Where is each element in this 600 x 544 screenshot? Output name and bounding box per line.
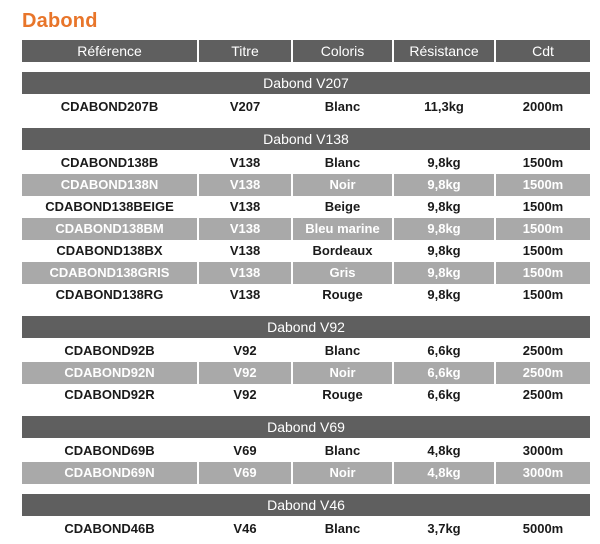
column-header-reference: Référence — [22, 40, 197, 62]
table-row: CDABOND69N V69 Noir 4,8kg 3000m — [22, 462, 590, 484]
cell-titre: V69 — [199, 440, 291, 462]
cell-reference: CDABOND138BEIGE — [22, 196, 197, 218]
group-header: Dabond V207 — [22, 72, 590, 94]
cell-resistance: 6,6kg — [394, 340, 494, 362]
table-row: CDABOND46B V46 Blanc 3,7kg 5000m — [22, 518, 590, 540]
table-row: CDABOND207B V207 Blanc 11,3kg 2000m — [22, 96, 590, 118]
cell-reference: CDABOND138BX — [22, 240, 197, 262]
cell-reference: CDABOND69B — [22, 440, 197, 462]
cell-coloris: Blanc — [293, 340, 392, 362]
column-header-coloris: Coloris — [293, 40, 392, 62]
cell-titre: V138 — [199, 262, 291, 284]
cell-reference: CDABOND207B — [22, 96, 197, 118]
cell-cdt: 2500m — [496, 362, 590, 384]
table-row: CDABOND138B V138 Blanc 9,8kg 1500m — [22, 152, 590, 174]
cell-resistance: 6,6kg — [394, 384, 494, 406]
cell-cdt: 1500m — [496, 240, 590, 262]
cell-cdt: 1500m — [496, 196, 590, 218]
cell-coloris: Bleu marine — [293, 218, 392, 240]
cell-titre: V138 — [199, 284, 291, 306]
table-row: CDABOND92B V92 Blanc 6,6kg 2500m — [22, 340, 590, 362]
column-header-cdt: Cdt — [496, 40, 590, 62]
cell-titre: V207 — [199, 96, 291, 118]
cell-coloris: Blanc — [293, 518, 392, 540]
cell-titre: V138 — [199, 152, 291, 174]
table-row: CDABOND69B V69 Blanc 4,8kg 3000m — [22, 440, 590, 462]
column-header-resistance: Résistance — [394, 40, 494, 62]
cell-cdt: 3000m — [496, 462, 590, 484]
cell-reference: CDABOND69N — [22, 462, 197, 484]
group-header: Dabond V138 — [22, 128, 590, 150]
cell-resistance: 9,8kg — [394, 152, 494, 174]
cell-coloris: Noir — [293, 462, 392, 484]
table-row: CDABOND92R V92 Rouge 6,6kg 2500m — [22, 384, 590, 406]
cell-cdt: 2500m — [496, 340, 590, 362]
cell-reference: CDABOND138N — [22, 174, 197, 196]
cell-resistance: 9,8kg — [394, 240, 494, 262]
cell-cdt: 1500m — [496, 152, 590, 174]
cell-reference: CDABOND46B — [22, 518, 197, 540]
cell-coloris: Noir — [293, 174, 392, 196]
cell-cdt: 2000m — [496, 96, 590, 118]
cell-titre: V92 — [199, 340, 291, 362]
cell-reference: CDABOND92R — [22, 384, 197, 406]
column-header-titre: Titre — [199, 40, 291, 62]
cell-cdt: 2500m — [496, 384, 590, 406]
cell-coloris: Bordeaux — [293, 240, 392, 262]
cell-resistance: 9,8kg — [394, 174, 494, 196]
page-title: Dabond — [22, 10, 98, 32]
cell-resistance: 4,8kg — [394, 462, 494, 484]
cell-reference: CDABOND138GRIS — [22, 262, 197, 284]
cell-cdt: 5000m — [496, 518, 590, 540]
cell-resistance: 9,8kg — [394, 196, 494, 218]
cell-titre: V92 — [199, 362, 291, 384]
cell-reference: CDABOND138B — [22, 152, 197, 174]
cell-cdt: 3000m — [496, 440, 590, 462]
table-row: CDABOND138BEIGE V138 Beige 9,8kg 1500m — [22, 196, 590, 218]
cell-coloris: Gris — [293, 262, 392, 284]
cell-titre: V46 — [199, 518, 291, 540]
cell-resistance: 9,8kg — [394, 284, 494, 306]
cell-coloris: Rouge — [293, 284, 392, 306]
table-header: Référence Titre Coloris Résistance Cdt — [22, 40, 590, 62]
cell-reference: CDABOND138BM — [22, 218, 197, 240]
cell-titre: V92 — [199, 384, 291, 406]
cell-cdt: 1500m — [496, 174, 590, 196]
cell-coloris: Noir — [293, 362, 392, 384]
cell-cdt: 1500m — [496, 262, 590, 284]
group-header: Dabond V46 — [22, 494, 590, 516]
table-row: CDABOND138GRIS V138 Gris 9,8kg 1500m — [22, 262, 590, 284]
cell-titre: V69 — [199, 462, 291, 484]
table-row: CDABOND138N V138 Noir 9,8kg 1500m — [22, 174, 590, 196]
cell-resistance: 9,8kg — [394, 262, 494, 284]
cell-titre: V138 — [199, 174, 291, 196]
cell-reference: CDABOND92B — [22, 340, 197, 362]
group-header: Dabond V92 — [22, 316, 590, 338]
cell-resistance: 6,6kg — [394, 362, 494, 384]
product-table: Référence Titre Coloris Résistance Cdt D… — [22, 40, 590, 540]
cell-coloris: Blanc — [293, 96, 392, 118]
group-header: Dabond V69 — [22, 416, 590, 438]
cell-reference: CDABOND92N — [22, 362, 197, 384]
cell-cdt: 1500m — [496, 284, 590, 306]
cell-resistance: 9,8kg — [394, 218, 494, 240]
cell-cdt: 1500m — [496, 218, 590, 240]
cell-resistance: 4,8kg — [394, 440, 494, 462]
cell-coloris: Beige — [293, 196, 392, 218]
cell-titre: V138 — [199, 240, 291, 262]
cell-titre: V138 — [199, 218, 291, 240]
cell-reference: CDABOND138RG — [22, 284, 197, 306]
table-row: CDABOND138BX V138 Bordeaux 9,8kg 1500m — [22, 240, 590, 262]
cell-titre: V138 — [199, 196, 291, 218]
cell-resistance: 3,7kg — [394, 518, 494, 540]
table-row: CDABOND138BM V138 Bleu marine 9,8kg 1500m — [22, 218, 590, 240]
cell-resistance: 11,3kg — [394, 96, 494, 118]
table-row: CDABOND138RG V138 Rouge 9,8kg 1500m — [22, 284, 590, 306]
cell-coloris: Rouge — [293, 384, 392, 406]
cell-coloris: Blanc — [293, 152, 392, 174]
table-row: CDABOND92N V92 Noir 6,6kg 2500m — [22, 362, 590, 384]
cell-coloris: Blanc — [293, 440, 392, 462]
